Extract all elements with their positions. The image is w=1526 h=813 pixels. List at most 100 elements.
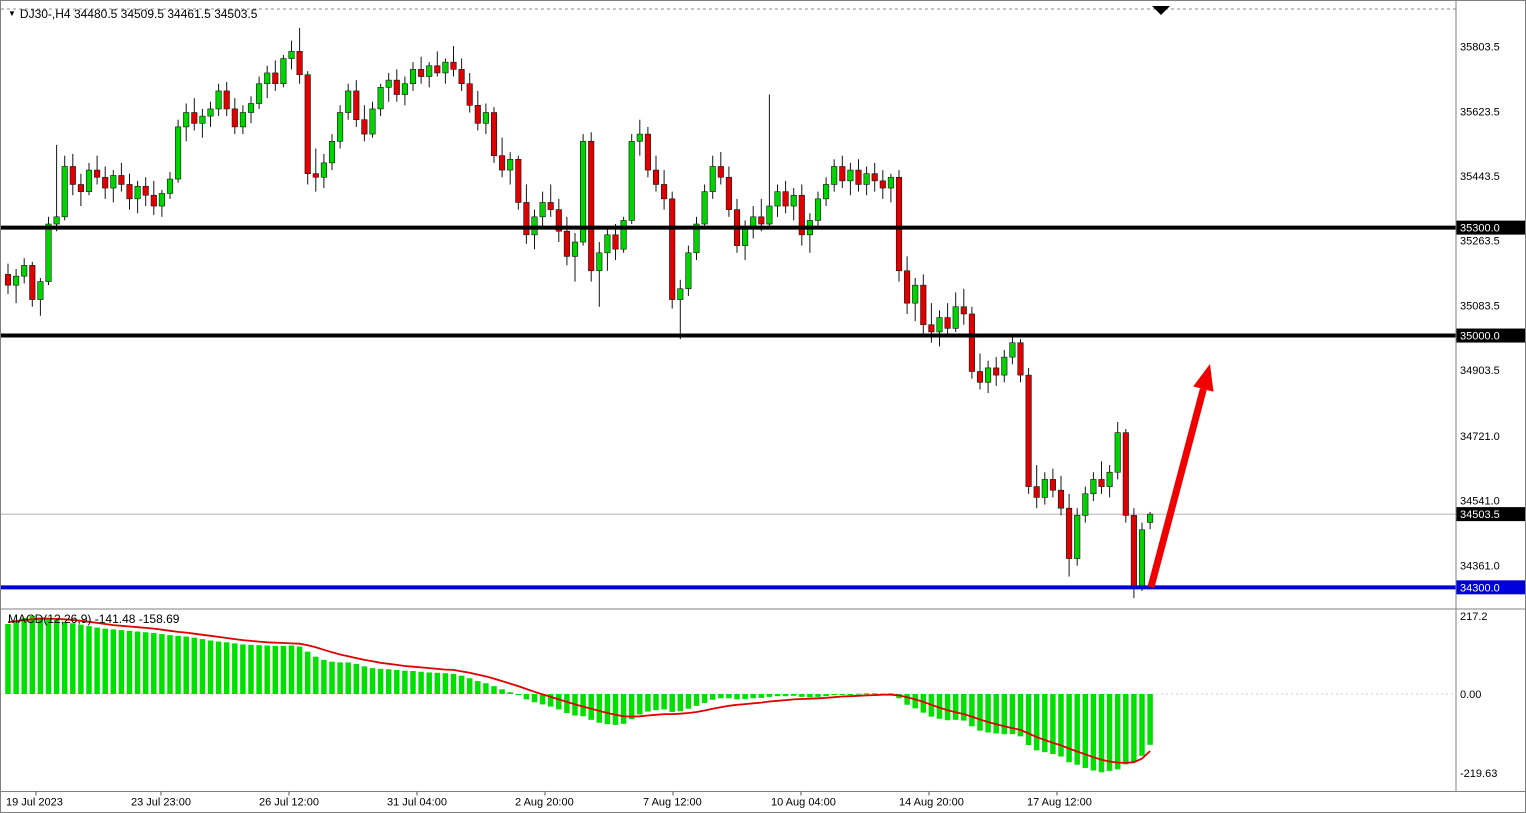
macd-histogram-bar [426,672,432,694]
macd-histogram-bar [758,694,765,698]
macd-histogram-bar [183,636,189,694]
chart-shift-marker-icon[interactable] [1152,6,1170,15]
macd-histogram-bar [151,632,157,694]
price-tag-label: 34503.5 [1460,509,1500,521]
macd-histogram-bar [296,646,303,694]
candle-body [272,72,279,85]
candle-body [1138,529,1146,588]
candle-body [547,202,554,210]
macd-histogram-bar [564,694,570,714]
macd-histogram-bar [742,694,748,700]
macd-histogram-bar [37,617,44,694]
price-axis-tick: 34361.0 [1460,560,1500,572]
candle-body [142,185,149,196]
candle-body [361,119,368,135]
macd-histogram-bar [1139,694,1145,756]
macd-histogram-bar [539,694,546,705]
candle-body [158,193,165,207]
macd-histogram-bar [313,656,319,694]
macd-histogram-bar [240,644,246,694]
macd-histogram-bar [134,631,141,694]
candle-body [1147,513,1154,523]
trend-arrow-shaft[interactable] [1147,388,1207,588]
candle-body [839,166,846,182]
candle-body [1122,432,1129,516]
macd-histogram-bar [863,693,870,695]
macd-histogram-bar [782,694,789,697]
candle-body [831,166,838,185]
macd-histogram-bar [13,620,19,694]
candle-body [110,175,117,189]
candle-body [1049,479,1056,491]
macd-histogram-bar [94,627,100,694]
macd-histogram-bar [799,694,805,697]
candle-body [393,79,400,95]
candle-body [474,105,481,124]
macd-histogram-bar [288,645,295,694]
macd-histogram-bar [102,628,108,694]
macd-histogram-bar [248,644,254,694]
candle-body [523,202,530,236]
candle-body [539,202,546,218]
candle-body [1066,507,1073,559]
macd-histogram-bar [402,670,408,694]
trend-arrow-head[interactable] [1193,364,1214,392]
macd-histogram-bar [232,643,238,694]
macd-histogram-bar [329,661,335,694]
macd-histogram-bar [167,635,173,694]
price-axis-tick: 35083.5 [1460,300,1500,312]
candle-body [912,284,919,304]
macd-histogram-bar [264,645,270,694]
candle-body [223,90,230,110]
macd-histogram-bar [191,637,198,694]
macd-histogram-bar [418,671,424,694]
candle-body [887,176,894,189]
macd-histogram-bar [718,694,724,699]
macd-histogram-bar [969,694,975,727]
macd-histogram-bar [961,694,967,721]
candle-body [571,241,579,257]
macd-histogram-bar [904,694,910,705]
macd-histogram-bar [1090,694,1097,771]
candle-body [604,234,611,254]
candle-body [1130,515,1137,588]
price-tag [1456,580,1525,595]
candle-body [968,313,975,372]
macd-histogram-bar [475,681,481,694]
macd-histogram-bar [272,645,279,694]
macd-histogram-bar [175,635,181,694]
candle-body [247,103,255,113]
price-axis-background [1456,1,1525,812]
macd-histogram-bar [839,694,846,695]
macd-histogram-bar [321,659,327,694]
macd-histogram-bar [612,694,619,725]
macd-header: MACD(12,26,9) -141.48 -158.69 [8,612,179,626]
candle-body [183,112,190,128]
macd-histogram-bar [944,694,951,721]
macd-histogram-bar [434,672,441,694]
price-axis-tick: 34903.5 [1460,365,1500,377]
candle-body [345,90,352,113]
candle-body [628,140,635,221]
candle-body [264,72,271,85]
candle-body [993,367,1000,376]
candle-body [928,324,935,333]
candle-body [652,169,660,185]
candle-body [418,69,425,77]
macd-histogram-bar [628,694,635,720]
macd-histogram-bar [1098,694,1105,773]
candle-body [661,184,668,200]
macd-histogram-bar [377,668,384,694]
candle-body [337,112,344,142]
candle-body [239,112,246,128]
macd-histogram-bar [1009,694,1016,735]
candle-body [1033,486,1040,498]
candle-body [677,288,684,300]
macd-histogram-bar [110,629,117,694]
macd-histogram-bar [985,694,991,733]
macd-histogram-bar [304,651,311,694]
macd-axis-tick: -219.63 [1460,768,1497,780]
candle-body [612,234,619,250]
candle-body [1082,493,1089,516]
